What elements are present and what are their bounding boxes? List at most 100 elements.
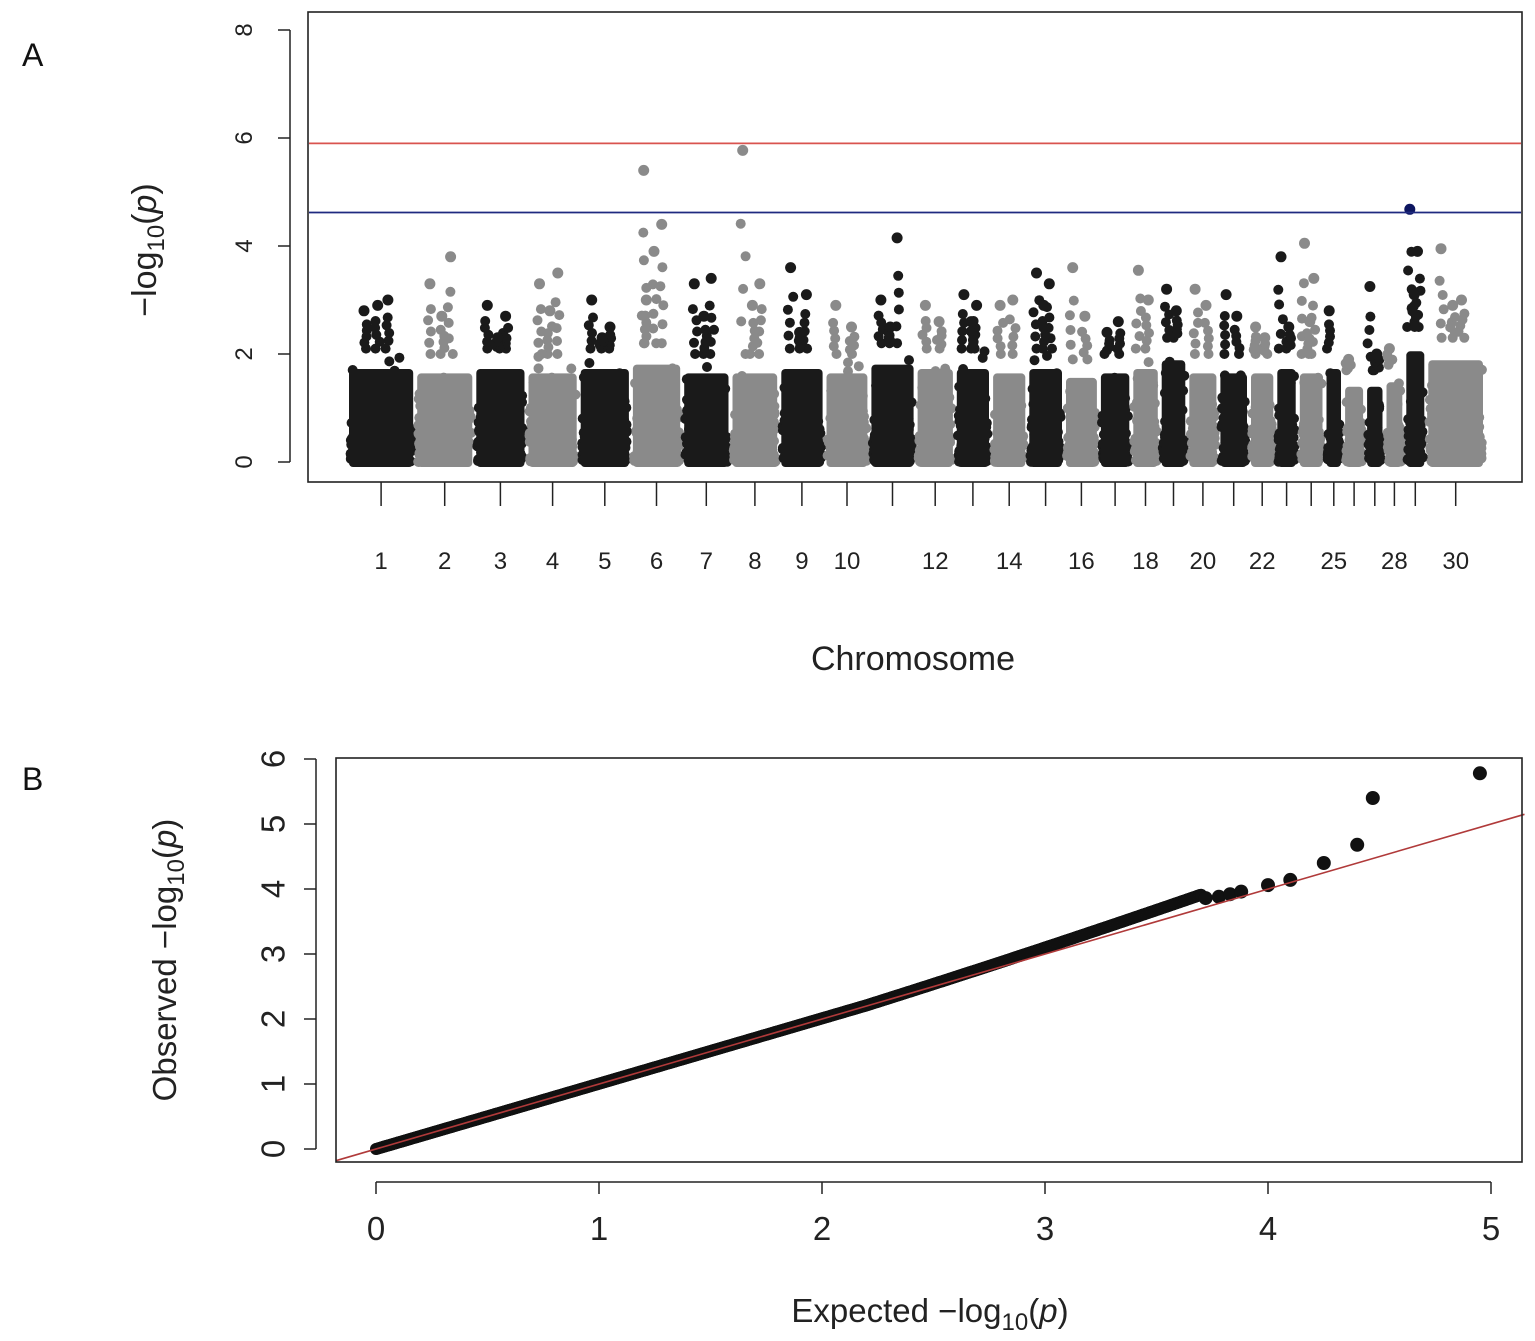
manhattan-point (648, 308, 659, 319)
manhattan-peak-point (1170, 305, 1182, 317)
manhattan-peak-point (424, 278, 436, 290)
manhattan-peak-point (638, 164, 650, 176)
manhattan-peak-point (919, 299, 931, 311)
manhattan-y-tick-label: 2 (231, 347, 258, 360)
chromosome-2-label: 2 (438, 548, 451, 575)
manhattan-peak-point (1283, 321, 1295, 333)
manhattan-peak-point (1189, 283, 1201, 295)
chromosome-24-points (1296, 237, 1327, 467)
manhattan-point (1042, 350, 1052, 361)
manhattan-peak-point (1043, 278, 1055, 290)
chromosome-28-points (1382, 343, 1406, 467)
manhattan-point (1414, 273, 1425, 284)
manhattan-point (755, 315, 766, 326)
chromosome-density-band (1299, 373, 1323, 467)
manhattan-peak-point (1220, 289, 1232, 301)
manhattan-point (799, 317, 810, 328)
manhattan-point (756, 304, 767, 315)
manhattan-peak-point (705, 272, 717, 284)
manhattan-point (447, 349, 458, 359)
manhattan-point (647, 279, 658, 290)
manhattan-point (783, 330, 794, 341)
manhattan-point (784, 343, 795, 354)
manhattan-point (588, 312, 598, 323)
manhattan-point (1193, 307, 1203, 318)
manhattan-peak-point (1364, 281, 1376, 292)
manhattan-peak-point (800, 289, 812, 301)
chromosome-3-points (472, 299, 529, 467)
manhattan-peak-point (688, 278, 700, 290)
manhattan-point (648, 323, 659, 334)
manhattan-point (893, 270, 904, 281)
manhattan-point (788, 291, 799, 302)
manhattan-point (394, 352, 405, 363)
manhattan-point (1202, 341, 1213, 352)
manhattan-point (830, 333, 841, 344)
manhattan-point (1189, 349, 1200, 359)
manhattan-peak-point (1408, 289, 1420, 301)
manhattan-point (1007, 349, 1018, 359)
manhattan-point (784, 317, 795, 328)
manhattan-point (849, 331, 860, 342)
chromosome-20-label: 20 (1190, 548, 1217, 575)
manhattan-point (443, 317, 454, 328)
manhattan-point (1193, 317, 1203, 328)
manhattan-point (709, 324, 719, 335)
manhattan-point (1277, 314, 1288, 325)
manhattan-point (605, 329, 616, 340)
manhattan-point (893, 287, 904, 298)
chromosome-density-band (781, 369, 823, 467)
chromosome-12-label: 12 (922, 548, 949, 575)
manhattan-peak-point (1112, 316, 1124, 328)
manhattan-point (831, 349, 842, 359)
manhattan-peak-point (1231, 310, 1243, 322)
manhattan-peak-point (1142, 294, 1154, 306)
manhattan-point (1199, 317, 1210, 328)
manhattan-peak-point (971, 299, 983, 311)
manhattan-point (1140, 343, 1151, 354)
chromosome-density-band (417, 373, 473, 467)
chromosome-14-label: 14 (996, 548, 1023, 575)
manhattan-peak-point (1161, 283, 1173, 295)
manhattan-peak-point (1038, 299, 1050, 311)
manhattan-point (655, 281, 666, 292)
chromosome-22-points (1247, 321, 1278, 467)
manhattan-point (585, 343, 596, 354)
manhattan-point (532, 315, 543, 326)
manhattan-peak-point (994, 299, 1006, 311)
manhattan-point (1143, 357, 1154, 368)
manhattan-point (1203, 349, 1214, 359)
manhattan-point (1229, 324, 1240, 335)
chromosome-density-band (993, 373, 1026, 467)
chromosome-28-label: 28 (1381, 548, 1408, 575)
chromosome-density-band (1251, 373, 1274, 467)
manhattan-peak-point (794, 326, 806, 338)
manhattan-point (689, 337, 699, 348)
manhattan-plot-frame (307, 11, 1523, 483)
chromosome-9-label: 9 (795, 548, 808, 575)
manhattan-point (657, 262, 668, 273)
manhattan-point (1134, 331, 1145, 342)
manhattan-point (1436, 332, 1447, 343)
manhattan-point (1141, 320, 1152, 331)
chromosome-11-points (867, 232, 918, 467)
manhattan-peak-point (492, 332, 504, 344)
chromosome-density-band (1428, 360, 1483, 467)
manhattan-point (690, 349, 701, 359)
manhattan-peak-point (846, 321, 857, 333)
manhattan-point (800, 309, 811, 319)
chromosome-2-points (413, 251, 477, 467)
chromosome-6-points (629, 164, 685, 467)
manhattan-x-axis: 1 2 3 4 5 6 7 8 9 10 12 14 16 18 20 22 25 28 30 (374, 482, 1469, 575)
manhattan-point (552, 349, 563, 359)
manhattan-peak-point (640, 294, 652, 306)
manhattan-point (1362, 338, 1373, 349)
manhattan-peak-point (965, 316, 977, 328)
chromosome-4-label: 4 (546, 548, 559, 575)
manhattan-point (370, 316, 381, 326)
manhattan-point (583, 320, 594, 331)
manhattan-point (1273, 284, 1284, 295)
manhattan-point (1220, 339, 1231, 350)
chromosome-4-points (524, 267, 581, 467)
